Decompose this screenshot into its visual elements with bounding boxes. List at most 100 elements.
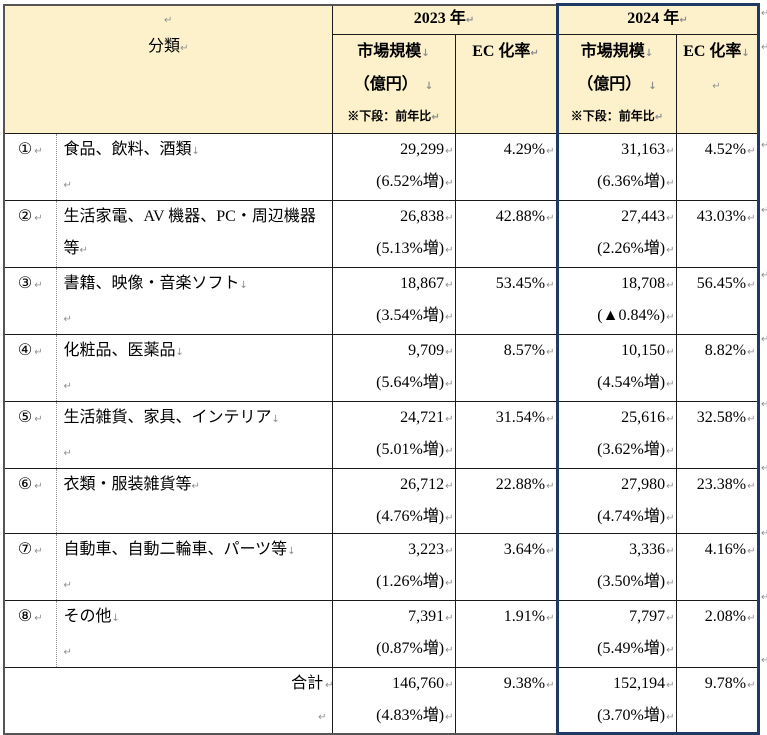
total-market-2023-cell: 146,760↵ (4.83%増)↵	[331, 667, 456, 734]
market-size-label: 市場規模	[357, 43, 422, 60]
cell-end-mark: ↵	[546, 613, 555, 624]
ec-rate-line: 22.88%↵	[456, 469, 556, 501]
ec-rate-value: 2.08%	[704, 608, 747, 625]
yoy-value: (5.01%増)	[376, 441, 445, 458]
cell-end-mark: ↵	[666, 178, 675, 189]
market-value-line: 10,150↵	[559, 335, 676, 367]
table-row: ① ↵ 食品、飲料、酒類↓ ↵ 29,299↵ (6.52%増)↵ 4.29%↵ 31,163…	[3, 133, 760, 201]
category-label: その他	[63, 608, 112, 625]
market-value: 10,150	[621, 342, 666, 359]
row-number-line: ⑥ ↵	[5, 469, 56, 501]
ec-rate-line: 3.64%↵	[456, 534, 556, 566]
row-number-cell: ① ↵	[3, 133, 57, 201]
market-value: 27,443	[621, 208, 666, 225]
empty-paragraph-line: ↵	[5, 6, 332, 31]
yoy-value: (5.13%増)	[376, 240, 445, 257]
cell-end-mark: ↵	[445, 312, 454, 323]
ec-rate-line: 4.16%↵	[677, 534, 757, 566]
yoy-line: (3.54%増)↵	[333, 300, 455, 332]
row-number: ⑦	[17, 541, 33, 558]
row-number: ⑧	[17, 608, 33, 625]
cell-end-mark: ↵	[63, 314, 72, 325]
market-value: 18,708	[621, 275, 666, 292]
cell-end-mark: ↵	[666, 446, 675, 457]
market-value: 25,616	[621, 409, 666, 426]
yoy-value: (3.50%増)	[597, 573, 666, 590]
category-empty-line: ↵	[57, 369, 332, 401]
yoy-line: (6.36%増)↵	[559, 166, 676, 198]
cell-end-mark: ↵	[666, 513, 675, 524]
ec-rate-line: 32.58%↵	[677, 402, 757, 434]
cell-end-mark: ↵	[546, 280, 555, 291]
cell-end-mark: ↵	[666, 213, 675, 224]
row-number-cell: ⑦ ↵	[3, 533, 57, 601]
cell-end-mark: ↵	[546, 546, 555, 557]
cell-end-mark: ↵	[445, 680, 454, 691]
ec-rate-line: 4.52%↵	[677, 134, 757, 166]
category-empty-line: ↵	[57, 436, 332, 468]
category-header-label: 分類	[148, 37, 181, 55]
category-cell: その他↓ ↵	[55, 600, 333, 668]
cell-end-mark: ↵	[445, 379, 454, 390]
cell-end-mark: ↵	[747, 347, 756, 358]
yoy-line: (5.13%増)↵	[333, 233, 455, 265]
ec-rate-label: EC 化率	[472, 43, 531, 60]
cell-end-mark: ↵	[445, 578, 454, 589]
year-2024-label: 2024 年	[627, 10, 680, 27]
cell-end-mark: ↵	[747, 481, 756, 492]
row-number: ④	[17, 342, 33, 359]
category-text-line: 食品、飲料、酒類↓	[57, 134, 332, 168]
cell-end-mark: ↵	[666, 645, 675, 656]
cell-end-mark: ↵	[325, 680, 334, 691]
row-number-line: ⑦ ↵	[5, 534, 56, 566]
cell-end-mark: ↵	[318, 712, 327, 723]
cell-end-mark: ↵	[666, 347, 675, 358]
yoy-value: (2.26%増)	[597, 240, 666, 257]
ec-2024-cell: 56.45%↵	[675, 267, 760, 335]
cell-end-mark: ↵	[747, 414, 756, 425]
unit-label: （億円）	[353, 76, 418, 93]
row-end-mark: ↵	[761, 592, 767, 603]
cell-end-mark: ↵	[445, 414, 454, 425]
total-yoy-2024: (3.70%増)	[597, 707, 666, 724]
row-end-mark: ↵	[761, 399, 767, 410]
cell-end-mark: ↵	[191, 481, 200, 492]
market-value: 29,299	[400, 141, 445, 158]
row-number-line: ② ↵	[5, 201, 56, 233]
cell-end-mark: ↵	[530, 48, 539, 59]
line-break-mark: ↓	[644, 48, 654, 59]
total-ec-2024: 9.78%	[704, 675, 747, 692]
category-label: 食品、飲料、酒類	[63, 141, 192, 158]
table-body: ① ↵ 食品、飲料、酒類↓ ↵ 29,299↵ (6.52%増)↵ 4.29%↵ 31,163…	[3, 133, 760, 668]
market-2023-cell: 26,712↵ (4.76%増)↵	[331, 468, 456, 534]
ec-2024-cell: 23.38%↵	[675, 468, 760, 534]
yoy-line: (3.62%増)↵	[559, 434, 676, 466]
ec-rate-line: 31.54%↵	[456, 402, 556, 434]
market-value-line: 3,336↵	[559, 534, 676, 566]
total-label-cell: 合計 ↵ ↵	[3, 667, 334, 734]
ec-2024-cell: 32.58%↵	[675, 401, 760, 469]
line-break-mark: ↓	[648, 81, 657, 92]
yoy-line: (▲0.84%)↵	[559, 300, 676, 332]
ec-rate-value: 23.38%	[696, 476, 747, 493]
cell-end-mark: ↵	[34, 481, 43, 492]
market-2024-cell: 18,708↵ (▲0.84%)↵	[555, 267, 677, 335]
ec-rate-value: 1.91%	[503, 608, 546, 625]
market-2024-cell: 27,980↵ (4.74%増)↵	[555, 468, 677, 534]
line-break-mark: ↓	[271, 414, 280, 425]
total-market-2024-cell: 152,194↵ (3.70%増)↵	[555, 667, 677, 735]
cell-end-mark: ↵	[546, 213, 555, 224]
year-2024-header-cell: 2024 年↵	[555, 3, 760, 35]
category-empty-line: ↵	[57, 635, 332, 667]
yoy-line: (6.52%増)↵	[333, 166, 455, 198]
category-cell: 生活家電、AV 機器、PC・周辺機器等↵	[55, 200, 333, 268]
year-2023-header-cell: 2023 年↵	[331, 4, 558, 35]
ec-rate-label: EC 化率	[683, 43, 742, 60]
ec-rate-line: 53.45%↵	[456, 268, 556, 300]
ec-rate-value: 4.29%	[503, 141, 546, 158]
market-value: 3,223	[408, 541, 445, 558]
document-page: { "marks": {"cell_end": "↵", "line_break…	[3, 3, 767, 735]
line-break-mark: ↓	[175, 347, 184, 358]
row-number-line: ⑤ ↵	[5, 402, 56, 434]
category-text-line: その他↓	[57, 601, 332, 635]
